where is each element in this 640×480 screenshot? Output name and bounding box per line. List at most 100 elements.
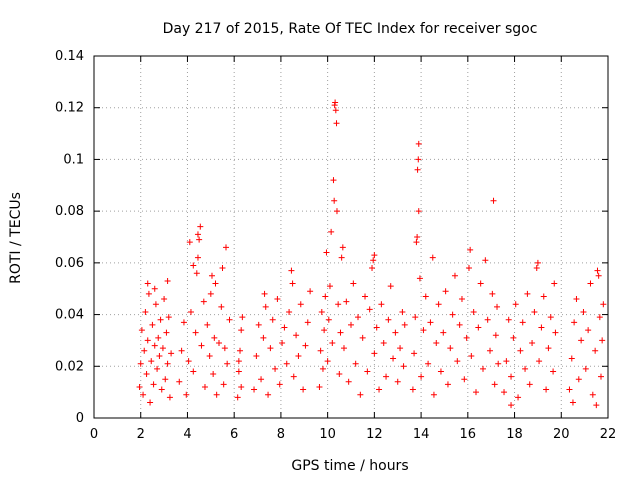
data-point <box>165 314 172 321</box>
data-point <box>186 239 193 246</box>
data-point <box>262 303 269 310</box>
data-point <box>333 208 340 215</box>
data-point <box>444 381 451 388</box>
data-point <box>283 360 290 367</box>
data-point <box>376 386 383 393</box>
data-point <box>304 319 311 326</box>
data-point <box>472 389 479 396</box>
data-point <box>265 391 272 398</box>
data-point <box>251 386 258 393</box>
data-point <box>190 262 197 269</box>
data-point <box>208 272 215 279</box>
data-point <box>185 358 192 365</box>
data-point <box>578 337 585 344</box>
data-point <box>224 360 231 367</box>
data-point <box>223 244 230 251</box>
data-point <box>156 352 163 359</box>
data-point <box>547 314 554 321</box>
x-tick-label: 18 <box>506 427 523 442</box>
data-point <box>594 267 601 274</box>
y-tick-label: 0.08 <box>55 204 84 219</box>
data-point <box>495 360 502 367</box>
data-point <box>338 254 345 261</box>
data-point <box>411 350 418 357</box>
data-point <box>293 332 300 339</box>
data-point <box>176 378 183 385</box>
data-point <box>332 107 339 114</box>
data-point <box>575 376 582 383</box>
data-point <box>522 365 529 372</box>
data-point <box>164 360 171 367</box>
data-point <box>422 293 429 300</box>
data-point <box>194 254 201 261</box>
data-point <box>159 345 166 352</box>
data-point <box>526 381 533 388</box>
data-point <box>416 275 423 282</box>
data-point <box>494 303 501 310</box>
data-point <box>328 228 335 235</box>
data-point <box>155 334 162 341</box>
data-point <box>237 347 244 354</box>
data-point <box>529 340 536 347</box>
data-point <box>204 321 211 328</box>
data-point <box>490 197 497 204</box>
y-axis-label: ROTI / TECUs <box>8 192 24 284</box>
data-point <box>260 334 267 341</box>
data-point <box>218 303 225 310</box>
data-point <box>279 340 286 347</box>
data-point <box>141 347 148 354</box>
data-point <box>324 358 331 365</box>
data-point <box>430 391 437 398</box>
data-point <box>352 360 359 367</box>
data-point <box>269 316 276 323</box>
data-point <box>267 345 274 352</box>
data-point <box>336 371 343 378</box>
data-point <box>190 368 197 375</box>
data-point <box>409 386 416 393</box>
data-point <box>239 314 246 321</box>
x-tick-label: 14 <box>413 427 430 442</box>
data-point <box>414 234 421 240</box>
y-tick-label: 0.06 <box>55 256 84 271</box>
data-point <box>178 347 185 354</box>
y-tick-label: 0.14 <box>55 49 84 64</box>
x-tick-label: 10 <box>319 427 336 442</box>
data-point <box>458 296 465 303</box>
data-point <box>206 352 213 359</box>
data-point <box>580 308 587 315</box>
data-point <box>385 316 392 323</box>
data-point <box>211 334 218 341</box>
data-point <box>517 347 524 354</box>
data-point <box>412 314 419 321</box>
data-point <box>512 301 519 308</box>
x-tick-label: 0 <box>90 427 98 442</box>
data-point <box>536 358 543 365</box>
data-point <box>317 347 324 354</box>
data-point <box>484 316 491 323</box>
data-point <box>295 352 302 359</box>
data-point <box>166 394 173 401</box>
data-point <box>596 314 603 321</box>
data-point <box>397 345 404 352</box>
data-point <box>380 340 387 347</box>
data-point <box>401 321 408 328</box>
data-point <box>383 373 390 380</box>
data-point <box>378 301 385 308</box>
data-point <box>418 373 425 380</box>
data-point <box>332 99 339 106</box>
data-point <box>489 290 496 297</box>
data-point <box>281 324 288 331</box>
data-point <box>187 308 194 315</box>
y-tick-label: 0.04 <box>55 308 84 323</box>
data-point <box>235 368 242 375</box>
data-point <box>339 244 346 251</box>
data-point <box>545 345 552 352</box>
data-point <box>599 337 606 344</box>
data-point <box>465 265 472 272</box>
data-point <box>427 319 434 326</box>
data-point <box>226 316 233 323</box>
data-point <box>364 368 371 375</box>
data-point <box>534 259 541 266</box>
data-point <box>307 288 314 295</box>
data-point <box>272 365 279 372</box>
